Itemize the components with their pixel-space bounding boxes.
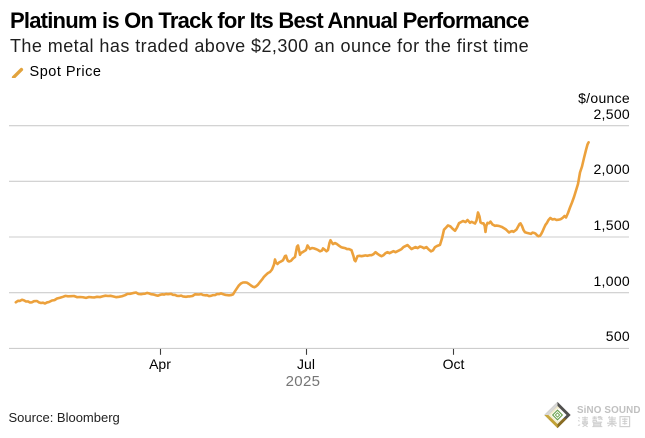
svg-text:SiNO SOUND: SiNO SOUND: [577, 405, 641, 416]
